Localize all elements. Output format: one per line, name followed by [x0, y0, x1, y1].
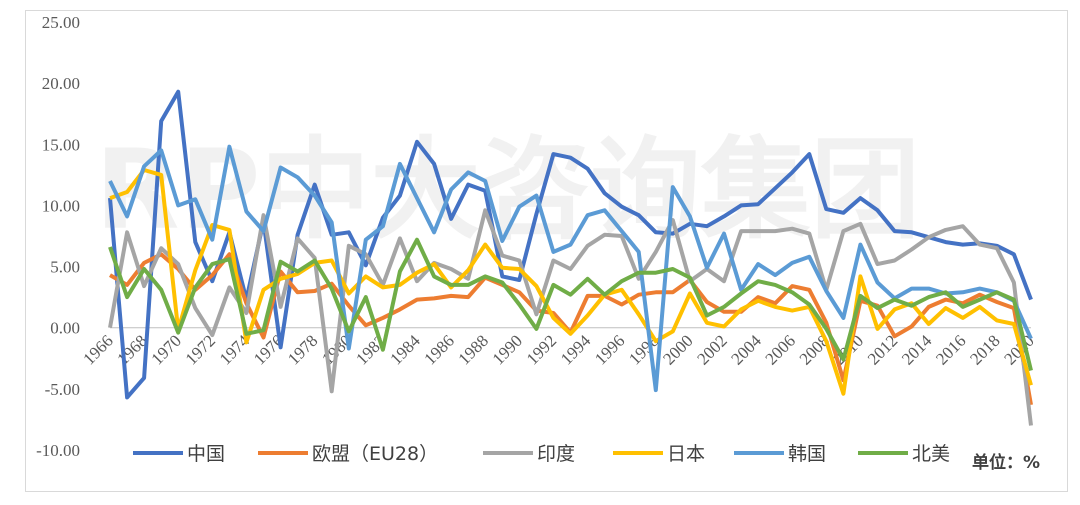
x-tick-label: 1970: [148, 331, 185, 368]
x-tick-label: 1996: [591, 331, 628, 368]
y-tick-label: 5.00: [50, 258, 80, 277]
series-lines: [108, 89, 1033, 426]
y-axis: -10.00 -5.00 0.00 5.00 10.00 15.00 20.00 25.00: [36, 13, 80, 460]
x-tick-label: 1992: [523, 331, 560, 368]
chart-frame: [25, 10, 1068, 492]
legend-label: 韩国: [788, 443, 826, 465]
x-tick-label: 1994: [557, 331, 595, 369]
legend-label: 北美: [912, 443, 950, 465]
x-tick-label: 1978: [284, 331, 321, 368]
legend: 中国 欧盟（EU28） 印度 日本 韩国 北美: [133, 443, 950, 465]
x-tick-label: 2006: [762, 331, 799, 368]
x-tick-label: 1986: [420, 331, 457, 368]
y-tick-label: 0.00: [50, 319, 80, 338]
y-tick-label: 10.00: [42, 196, 80, 215]
x-tick-label: 1972: [182, 331, 219, 368]
series-line-4: [109, 168, 1033, 396]
x-tick-label: 2004: [727, 331, 765, 369]
y-tick-label: -5.00: [45, 380, 80, 399]
y-tick-label: 15.00: [42, 135, 80, 154]
legend-label: 中国: [187, 443, 225, 465]
x-tick-label: 2018: [966, 331, 1003, 368]
y-tick-label: -10.00: [36, 441, 80, 460]
series-line-6: [108, 237, 1033, 371]
legend-label: 日本: [667, 443, 705, 465]
x-tick-label: 1990: [489, 331, 526, 368]
watermark-text: RP中大咨询集团: [95, 126, 920, 254]
y-tick-label: 25.00: [42, 13, 80, 32]
legend-label: 印度: [537, 443, 575, 465]
unit-label: 单位：%: [972, 452, 1040, 473]
x-tick-label: 1988: [455, 331, 492, 368]
x-tick-label: 1984: [386, 331, 424, 369]
series-line-5: [108, 144, 1033, 393]
x-tick-label: 1966: [79, 331, 116, 368]
x-tick-label: 2014: [898, 331, 936, 369]
series-line-3: [108, 208, 1033, 426]
x-tick-label: 2002: [693, 331, 730, 368]
x-tick-label: 2016: [932, 331, 969, 368]
legend-label: 欧盟（EU28）: [312, 443, 438, 465]
y-tick-label: 20.00: [42, 74, 80, 93]
series-line-2: [109, 252, 1033, 406]
